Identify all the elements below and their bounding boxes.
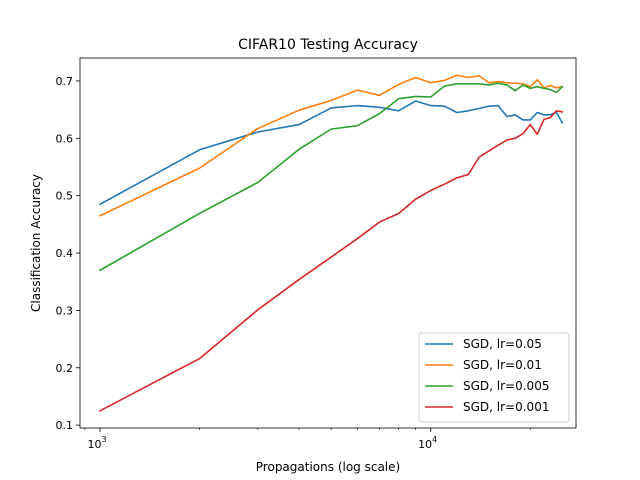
legend-box — [418, 332, 570, 423]
series-line-3 — [98, 109, 564, 412]
y-axis: 0.1 0.2 0.3 0.4 0.5 0.6 0.7 — [56, 75, 80, 432]
y-tick-label: 0.7 — [56, 75, 74, 88]
legend-label-3: SGD, lr=0.001 — [463, 400, 549, 414]
y-tick-label: 0.2 — [56, 362, 74, 375]
chart-title: CIFAR10 Testing Accuracy — [238, 37, 418, 53]
legend-label-1: SGD, lr=0.01 — [463, 358, 542, 372]
plot-frame — [79, 57, 577, 429]
y-axis-label: Classification Accuracy — [29, 174, 43, 312]
y-tick-label: 0.1 — [56, 419, 74, 432]
x-axis-label: Propagations (log scale) — [256, 460, 400, 474]
y-tick-label: 0.6 — [56, 132, 74, 145]
legend-label-0: SGD, lr=0.05 — [463, 337, 542, 351]
series-line-0 — [98, 100, 564, 206]
legend-label-2: SGD, lr=0.005 — [463, 379, 549, 393]
legend: SGD, lr=0.05 SGD, lr=0.01 SGD, lr=0.005 SGD… — [418, 332, 570, 423]
series-line-1 — [98, 74, 564, 217]
plot-lines — [98, 74, 564, 412]
y-tick-label: 0.3 — [56, 304, 74, 317]
y-tick-label: 0.5 — [56, 190, 74, 203]
y-tick-label: 0.4 — [56, 247, 74, 260]
series-line-2 — [98, 82, 564, 272]
